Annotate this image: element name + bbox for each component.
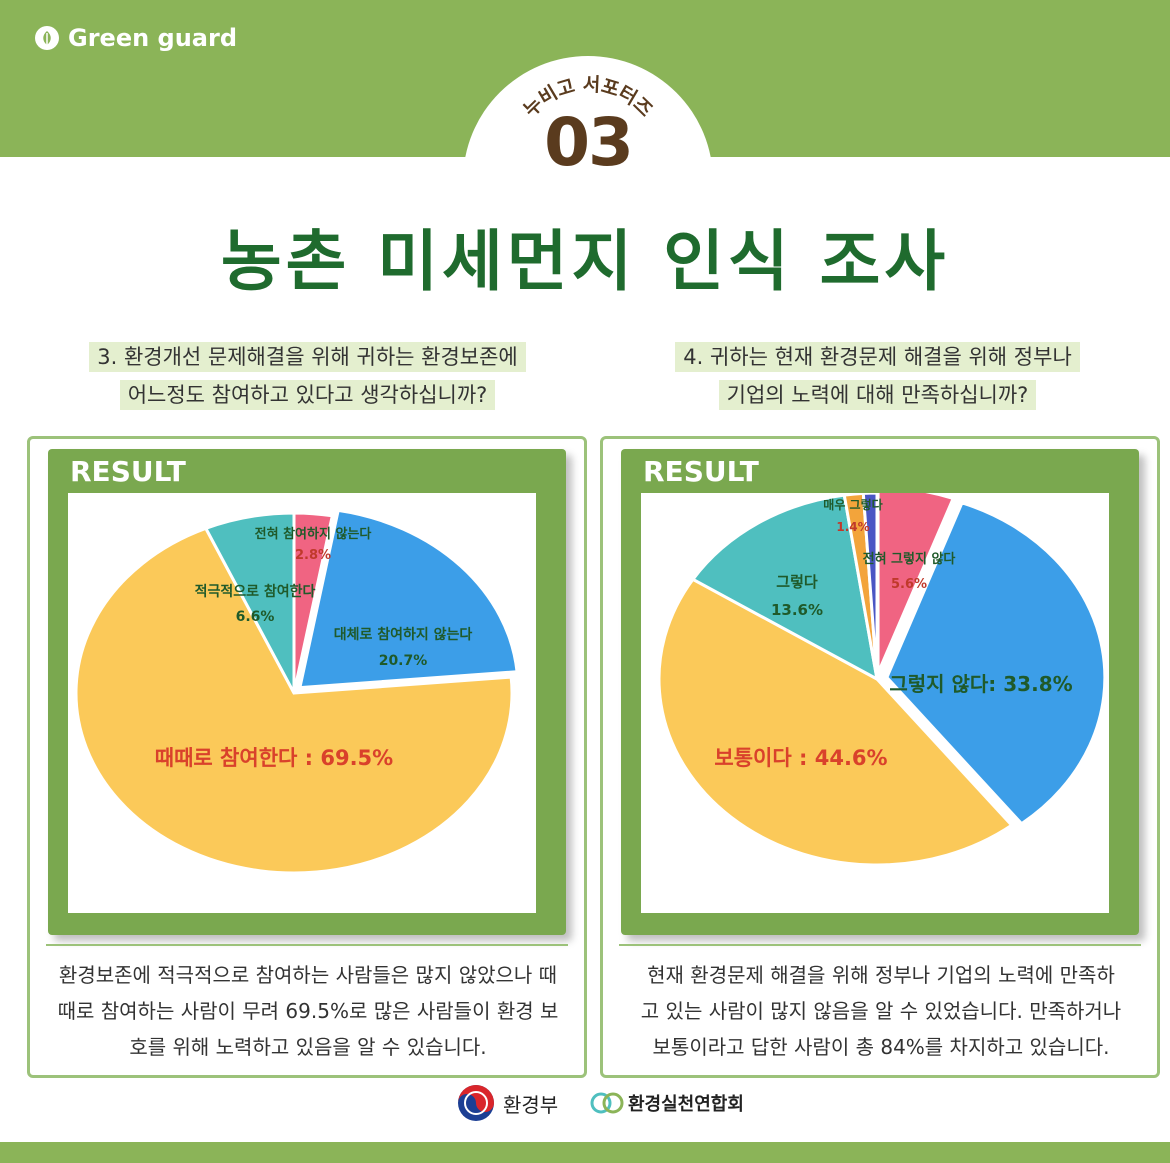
kfem-logo: 환경실천연합회 [590, 1090, 744, 1116]
slice-value-4: 6.6% [236, 609, 275, 625]
slice-value-5: 1.4% [836, 520, 869, 534]
result-label-3: RESULT [70, 455, 186, 488]
kfem-name: 환경실천연합회 [628, 1094, 744, 1115]
badge-arc-text: 누비고 서포터즈 [519, 74, 656, 122]
slice-label-3: 때때로 참여한다 : 69.5% [155, 746, 393, 770]
pie-slice-4 [203, 511, 296, 694]
slice-label-5: 매우 그렇다 [823, 497, 882, 512]
pie-chart-3: 전혀 참여하지 않는다 2.8% 대체로 참여하지 않는다 20.7% 적극적으로 참여… [74, 508, 519, 875]
pie-slice-6 [861, 493, 879, 680]
question-4: 4. 귀하는 현재 환경문제 해결을 위해 정부나 기업의 노력에 대해 만족하… [600, 338, 1155, 414]
slice-label-4: 적극적으로 참여한다 [195, 583, 316, 600]
pie-slice-3 [74, 526, 514, 875]
caption-3-line1: 환경보존에 적극적으로 참여하는 사람들은 많지 않았으나 때 [58, 963, 558, 987]
taegeuk-icon [458, 1085, 494, 1121]
page-title: 농촌 미세먼지 인식 조사 [220, 223, 950, 300]
question-4-line2: 기업의 노력에 대해 만족하십니까? [718, 380, 1037, 410]
question-3-line1: 3. 환경개선 문제해결을 위해 귀하는 환경보존에 [89, 342, 526, 372]
divider-4 [619, 944, 1141, 946]
moe-name: 환경부 [503, 1092, 559, 1117]
kfem-mark-icon [590, 1092, 624, 1114]
slice-label-3: 그렇다 [776, 573, 818, 591]
result-panel-4: RESULT 매우 그렇다 1.4% 전혀 그렇지 않다 5.6% 그렇다 13.6% 그렇… [600, 436, 1160, 1078]
caption-3-line2: 때로 참여하는 사람이 무려 69.5%로 많은 사람들이 환경 보 [57, 999, 559, 1023]
result-label-4: RESULT [643, 455, 759, 488]
caption-4-line2: 고 있는 사람이 많지 않음을 알 수 있었습니다. 만족하거나 [640, 999, 1122, 1023]
chart-box-4: 매우 그렇다 1.4% 전혀 그렇지 않다 5.6% 그렇다 13.6% 그렇지 않다: 3… [641, 493, 1109, 913]
pie-slice-2 [298, 508, 519, 690]
caption-3: 환경보존에 적극적으로 참여하는 사람들은 많지 않았으나 때 때로 참여하는 … [38, 957, 578, 1065]
caption-4: 현재 환경문제 해결을 위해 정부나 기업의 노력에 만족하 고 있는 사람이 … [611, 957, 1151, 1065]
question-3-line2: 어느정도 참여하고 있다고 생각하십니까? [119, 380, 496, 410]
result-panel-3: RESULT 전혀 참여하지 않는다 2.8% 대체로 참여하지 않는다 20.7% 적… [27, 436, 587, 1078]
chart-box-3: 전혀 참여하지 않는다 2.8% 대체로 참여하지 않는다 20.7% 적극적으로 참여… [68, 493, 536, 913]
pie-slice-2 [885, 500, 1107, 826]
pie-slice-1 [876, 493, 956, 674]
caption-3-line3: 호를 위해 노력하고 있음을 알 수 있습니다. [129, 1035, 487, 1059]
slice-value-1: 5.6% [891, 577, 927, 592]
slice-label-1: 전혀 참여하지 않는다 [255, 526, 372, 542]
slice-value-2: 20.7% [379, 653, 428, 669]
brand-name: Green guard [68, 24, 238, 52]
leaf-icon [35, 26, 59, 50]
result-frame-3: RESULT 전혀 참여하지 않는다 2.8% 대체로 참여하지 않는다 20.7% 적… [48, 449, 566, 935]
caption-4-line3: 보통이라고 답한 사람이 총 84%를 차지하고 있습니다. [652, 1035, 1110, 1059]
slice-label-2: 그렇지 않다: 33.8% [889, 672, 1072, 696]
brand-logo: Green guard [34, 24, 237, 52]
pie-chart-4: 매우 그렇다 1.4% 전혀 그렇지 않다 5.6% 그렇다 13.6% 그렇지 않다: 3… [657, 493, 1107, 867]
slice-label-4: 보통이다 : 44.6% [714, 746, 887, 770]
moe-logo: 환경부 [457, 1084, 558, 1122]
slice-label-1: 전혀 그렇지 않다 [863, 551, 956, 567]
caption-4-line1: 현재 환경문제 해결을 위해 정부나 기업의 노력에 만족하 [647, 963, 1115, 987]
slice-label-2: 대체로 참여하지 않는다 [334, 626, 473, 643]
supporters-badge: 누비고 서포터즈 03 [463, 56, 713, 276]
footer-logos: 환경부 환경실천연합회 [0, 1082, 1170, 1132]
pie-slice-3 [657, 577, 1014, 867]
slice-value-1: 2.8% [295, 548, 331, 563]
pie-slice-4 [690, 493, 880, 682]
badge-number: 03 [544, 104, 634, 181]
divider-3 [46, 944, 568, 946]
question-3: 3. 환경개선 문제해결을 위해 귀하는 환경보존에 어느정도 참여하고 있다고… [30, 338, 585, 414]
slice-value-3: 13.6% [771, 601, 823, 619]
footer-band [0, 1142, 1170, 1163]
result-frame-4: RESULT 매우 그렇다 1.4% 전혀 그렇지 않다 5.6% 그렇다 13.6% 그렇… [621, 449, 1139, 935]
question-4-line1: 4. 귀하는 현재 환경문제 해결을 위해 정부나 [675, 342, 1080, 372]
